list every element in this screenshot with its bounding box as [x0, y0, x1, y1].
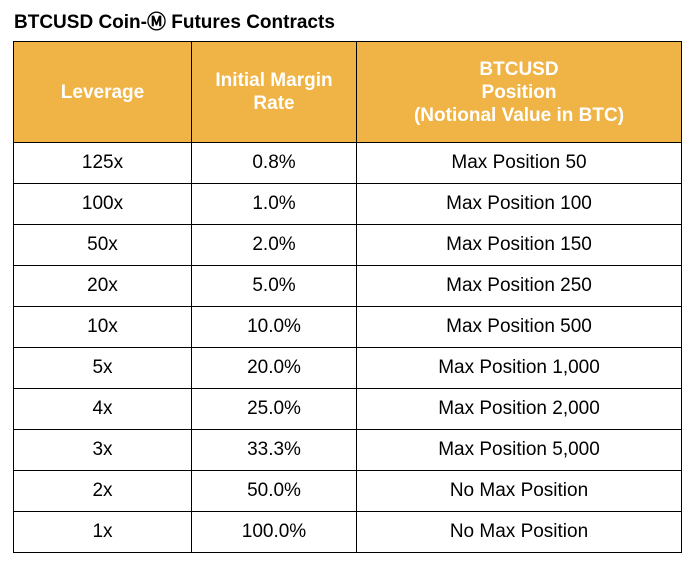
table-row: 100x 1.0% Max Position 100 [13, 183, 682, 225]
position-cell: Max Position 250 [356, 265, 682, 307]
header-text: Leverage [60, 81, 145, 103]
table-row: 2x 50.0% No Max Position [13, 470, 682, 512]
position-cell: Max Position 1,000 [356, 347, 682, 389]
header-text: Position [481, 81, 557, 103]
margin-rate-cell: 33.3% [191, 429, 357, 471]
leverage-table: Leverage Initial Margin Rate BTCUSD Posi… [13, 41, 682, 553]
leverage-cell: 10x [13, 306, 192, 348]
table-row: 5x 20.0% Max Position 1,000 [13, 347, 682, 389]
column-header-leverage: Leverage [13, 41, 192, 143]
header-text: Rate [253, 93, 295, 114]
position-cell: No Max Position [356, 470, 682, 512]
leverage-cell: 100x [13, 183, 192, 225]
leverage-cell: 50x [13, 224, 192, 266]
margin-rate-cell: 25.0% [191, 388, 357, 430]
table-row: 4x 25.0% Max Position 2,000 [13, 388, 682, 430]
column-header-position: BTCUSD Position (Notional Value in BTC) [356, 41, 682, 143]
leverage-cell: 2x [13, 470, 192, 512]
page-title: BTCUSD Coin-Ⓜ Futures Contracts [14, 12, 335, 33]
header-text: BTCUSD [479, 58, 559, 80]
margin-rate-cell: 50.0% [191, 470, 357, 512]
position-cell: Max Position 2,000 [356, 388, 682, 430]
table-row: 20x 5.0% Max Position 250 [13, 265, 682, 307]
margin-rate-cell: 10.0% [191, 306, 357, 348]
position-cell: Max Position 500 [356, 306, 682, 348]
table-row: 125x 0.8% Max Position 50 [13, 142, 682, 184]
position-cell: Max Position 50 [356, 142, 682, 184]
margin-rate-cell: 100.0% [191, 511, 357, 553]
table-row: 10x 10.0% Max Position 500 [13, 306, 682, 348]
table-header-row: Leverage Initial Margin Rate BTCUSD Posi… [13, 41, 682, 143]
margin-rate-cell: 1.0% [191, 183, 357, 225]
table-row: 3x 33.3% Max Position 5,000 [13, 429, 682, 471]
leverage-cell: 125x [13, 142, 192, 184]
margin-rate-cell: 2.0% [191, 224, 357, 266]
leverage-cell: 3x [13, 429, 192, 471]
leverage-cell: 4x [13, 388, 192, 430]
margin-rate-cell: 5.0% [191, 265, 357, 307]
header-text: (Notional Value in BTC) [413, 104, 625, 126]
position-cell: Max Position 150 [356, 224, 682, 266]
margin-rate-cell: 20.0% [191, 347, 357, 389]
leverage-cell: 5x [13, 347, 192, 389]
leverage-cell: 1x [13, 511, 192, 553]
position-cell: No Max Position [356, 511, 682, 553]
table-row: 1x 100.0% No Max Position [13, 511, 682, 553]
position-cell: Max Position 100 [356, 183, 682, 225]
table-row: 50x 2.0% Max Position 150 [13, 224, 682, 266]
position-cell: Max Position 5,000 [356, 429, 682, 471]
leverage-cell: 20x [13, 265, 192, 307]
header-text: Initial Margin [215, 70, 333, 91]
margin-rate-cell: 0.8% [191, 142, 357, 184]
column-header-initial-margin-rate: Initial Margin Rate [191, 41, 357, 143]
